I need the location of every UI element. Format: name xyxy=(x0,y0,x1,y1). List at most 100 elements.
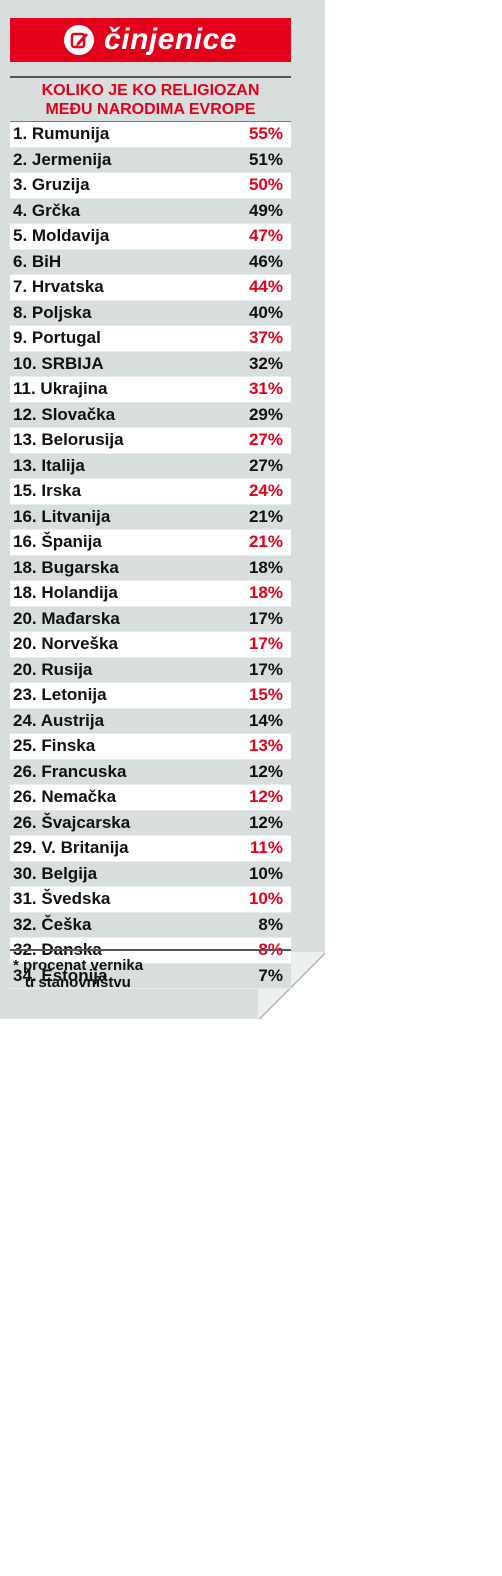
table-title-line-1: KOLIKO JE KO RELIGIOZAN xyxy=(41,82,260,99)
table-row: 32. Češka 8% xyxy=(10,912,291,938)
country-label: 13. Belorusija xyxy=(13,430,124,450)
table-row: 20. Mađarska 17% xyxy=(10,606,291,632)
country-label: 34. Estonija xyxy=(13,965,108,985)
footnote-line-1: * procenat vernika xyxy=(13,957,144,974)
percent-value: 12% xyxy=(248,812,283,832)
country-label: 16. Litvanija xyxy=(13,506,111,526)
table-row: 4. Grčka 49% xyxy=(10,198,291,224)
country-label: 13. Italija xyxy=(13,455,85,475)
footnote-line-2: u stanovništvu xyxy=(25,974,131,991)
country-label: 9. Portugal xyxy=(13,328,101,348)
country-label: 7. Hrvatska xyxy=(13,277,104,297)
table-row: 2. Jermenija 51% xyxy=(10,147,291,173)
percent-value: 55% xyxy=(248,124,283,144)
country-label: 12. Slovačka xyxy=(13,404,116,424)
country-label: 18. Bugarska xyxy=(13,557,119,577)
percent-value: 14% xyxy=(248,710,283,730)
percent-value: 49% xyxy=(248,200,283,220)
country-label: 23. Letonija xyxy=(13,685,107,705)
country-label: 30. Belgija xyxy=(13,863,98,883)
table-row: 20. Rusija 17% xyxy=(10,657,291,683)
country-label: 20. Mađarska xyxy=(13,608,120,628)
table-row: 6. BiH 46% xyxy=(10,249,291,275)
country-label: 29. V. Britanija xyxy=(13,838,129,858)
table-row: 5. Moldavija 47% xyxy=(10,224,291,250)
country-label: 11. Ukrajina xyxy=(13,379,108,399)
percent-value: 17% xyxy=(248,634,283,654)
percent-value: 13% xyxy=(248,736,283,756)
percent-value: 29% xyxy=(248,404,283,424)
country-label: 16. Španija xyxy=(13,532,102,552)
percent-value: 17% xyxy=(248,659,283,679)
table-row: 10. SRBIJA 32% xyxy=(10,351,291,377)
percent-value: 27% xyxy=(248,430,283,450)
footnote: * procenat vernika u stanovništvu xyxy=(13,957,143,991)
table-row: 16. Španija 21% xyxy=(10,530,291,556)
table-row: 13. Italija 27% xyxy=(10,453,291,479)
country-label: 3. Gruzija xyxy=(13,175,90,195)
percent-value: 47% xyxy=(248,226,283,246)
percent-value: 17% xyxy=(248,608,283,628)
table-row: 3. Gruzija 50% xyxy=(10,173,291,199)
country-label: 25. Finska xyxy=(13,736,96,756)
table-row: 1. Rumunija 55% xyxy=(10,122,291,148)
table-row: 20. Norveška 17% xyxy=(10,632,291,658)
percent-value: 46% xyxy=(248,251,283,271)
percent-value: 7% xyxy=(258,965,283,985)
table-row: 18. Bugarska 18% xyxy=(10,555,291,581)
header-banner: činjenice xyxy=(10,18,291,62)
table-row: 34. Estonija 7% xyxy=(10,963,291,989)
table-row: 30. Belgija 10% xyxy=(10,861,291,887)
country-label: 26. Francuska xyxy=(13,761,127,781)
percent-value: 8% xyxy=(258,914,283,934)
country-label: 5. Moldavija xyxy=(13,226,110,246)
percent-value: 31% xyxy=(248,379,283,399)
country-label: 8. Poljska xyxy=(13,302,92,322)
table-title-line-2: MEĐU NARODIMA EVROPE xyxy=(45,101,256,118)
table-row: 31. Švedska 10% xyxy=(10,887,291,913)
country-label: 31. Švedska xyxy=(13,889,111,909)
percent-value: 18% xyxy=(248,557,283,577)
percent-value: 40% xyxy=(248,302,283,322)
table-row: 26. Nemačka 12% xyxy=(10,785,291,811)
percent-value: 15% xyxy=(248,685,283,705)
table-row: 12. Slovačka 29% xyxy=(10,402,291,428)
table-row: 29. V. Britanija 11% xyxy=(10,836,291,862)
country-label: 20. Norveška xyxy=(13,634,118,654)
country-label: 32. Češka xyxy=(13,914,92,934)
percent-value: 44% xyxy=(248,277,283,297)
country-label: 26. Nemačka xyxy=(13,787,117,807)
table-row: 9. Portugal 37% xyxy=(10,326,291,352)
country-label: 1. Rumunija xyxy=(13,124,110,144)
percent-value: 37% xyxy=(248,328,283,348)
country-label: 6. BiH xyxy=(13,251,62,271)
percent-value: 32% xyxy=(248,353,283,373)
percent-value: 10% xyxy=(248,863,283,883)
country-label: 2. Jermenija xyxy=(13,149,112,169)
table-row: 25. Finska 13% xyxy=(10,734,291,760)
country-label: 15. Irska xyxy=(13,481,82,501)
header-title: činjenice xyxy=(104,23,237,56)
ranking-table: 1. Rumunija 55% 2. Jermenija 51% 3. Gruzija 5… xyxy=(10,121,291,989)
country-label: 20. Rusija xyxy=(13,659,93,679)
percent-value: 10% xyxy=(248,889,283,909)
percent-value: 18% xyxy=(248,583,283,603)
table-row: 7. Hrvatska 44% xyxy=(10,275,291,301)
table-row: 15. Irska 24% xyxy=(10,479,291,505)
table-row: 13. Belorusija 27% xyxy=(10,428,291,454)
percent-value: 21% xyxy=(248,532,283,552)
pencil-note-icon xyxy=(64,25,95,55)
percent-value: 21% xyxy=(248,506,283,526)
percent-value: 51% xyxy=(248,149,283,169)
percent-value: 12% xyxy=(248,761,283,781)
percent-value: 24% xyxy=(248,481,283,501)
country-label: 18. Holandija xyxy=(13,583,118,603)
table-bottom-rule xyxy=(10,949,291,951)
table-row: 23. Letonija 15% xyxy=(10,683,291,709)
table-row: 18. Holandija 18% xyxy=(10,581,291,607)
table-row: 16. Litvanija 21% xyxy=(10,504,291,530)
table-row: 26. Francuska 12% xyxy=(10,759,291,785)
table-row: 8. Poljska 40% xyxy=(10,300,291,326)
country-label: 4. Grčka xyxy=(13,200,81,220)
table-title: KOLIKO JE KO RELIGIOZAN MEĐU NARODIMA EV… xyxy=(10,76,291,119)
